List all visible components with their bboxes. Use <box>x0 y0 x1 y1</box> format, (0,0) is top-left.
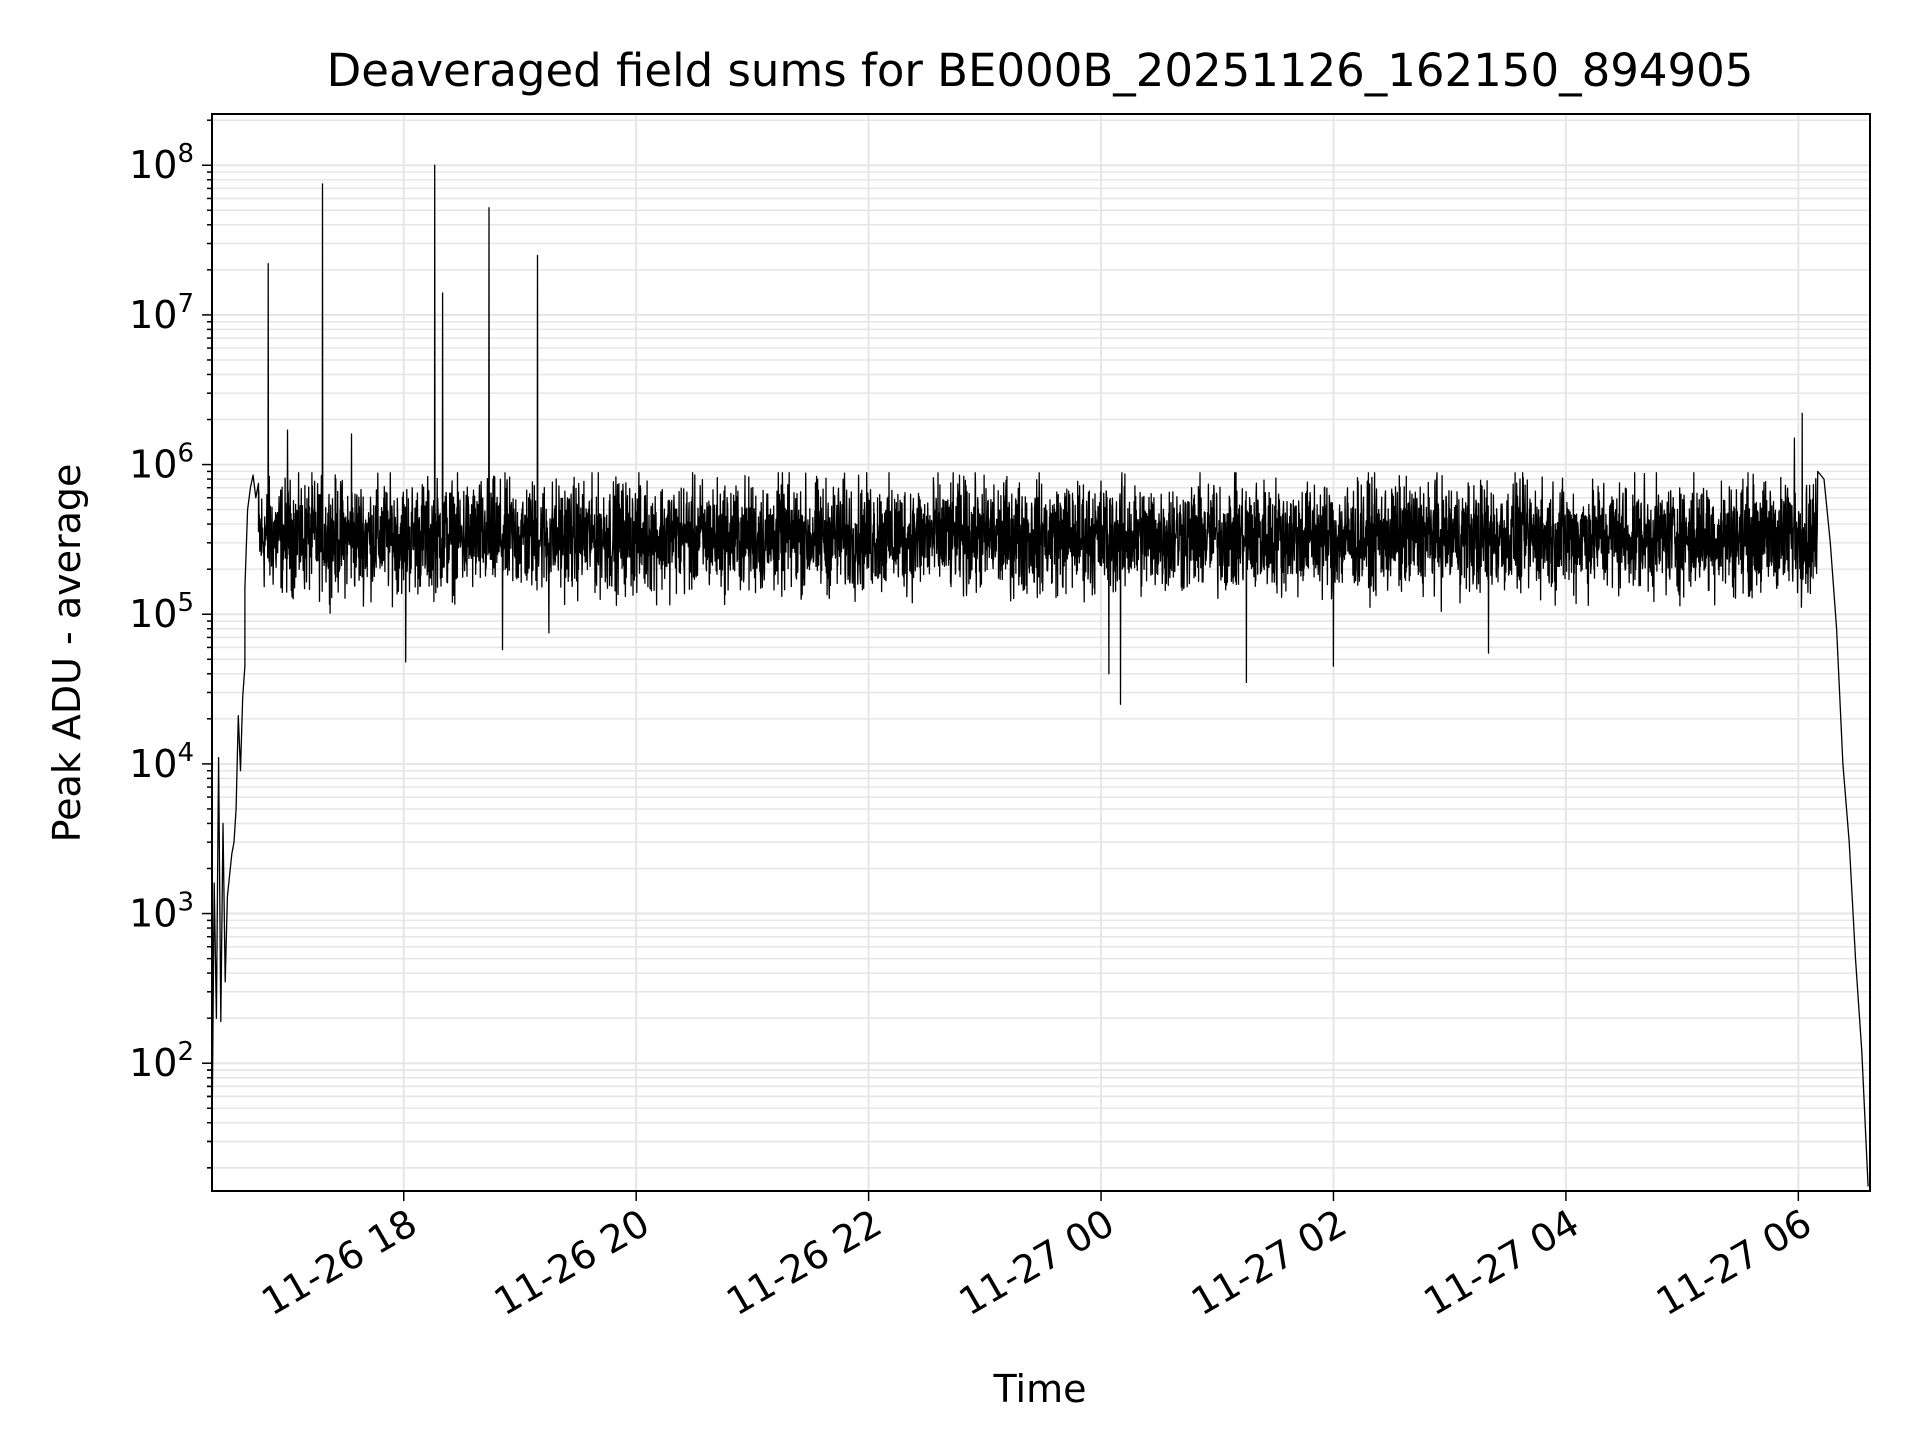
x-tick-label: 11-27 06 <box>1649 1201 1819 1325</box>
grid <box>212 114 1870 1191</box>
x-tick-label: 11-27 04 <box>1416 1201 1586 1325</box>
x-axis: 11-26 18 11-26 20 11-26 22 11-27 00 11-27 02… <box>254 1191 1819 1324</box>
x-axis-label: Time <box>993 1367 1087 1411</box>
axes-frame <box>211 113 1871 1192</box>
x-tick-label: 11-27 02 <box>1184 1201 1354 1325</box>
y-axis: 102 103 104 105 106 107 108 <box>129 119 212 1169</box>
y-tick-label: 106 <box>129 439 194 487</box>
x-tick-label: 11-26 22 <box>719 1201 889 1325</box>
x-tick-label: 11-26 20 <box>487 1201 657 1325</box>
y-axis-label: Peak ADU - average <box>45 464 89 843</box>
y-tick-label: 107 <box>129 289 194 337</box>
plot-area <box>212 164 1869 1187</box>
y-tick-label: 105 <box>129 588 194 636</box>
x-tick-label: 11-26 18 <box>254 1201 424 1325</box>
y-tick-label: 108 <box>129 139 194 187</box>
series-line <box>212 164 1869 1187</box>
y-tick-label: 104 <box>129 738 194 786</box>
y-tick-label: 103 <box>129 888 194 936</box>
y-tick-label: 102 <box>129 1037 194 1085</box>
chart-title: Deaveraged field sums for BE000B_2025112… <box>327 44 1754 97</box>
x-tick-label: 11-27 00 <box>952 1201 1122 1325</box>
